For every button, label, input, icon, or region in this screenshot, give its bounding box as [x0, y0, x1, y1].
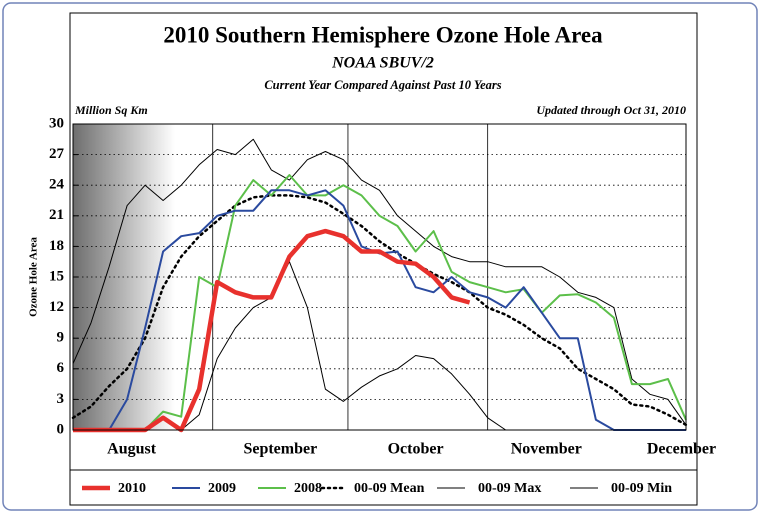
legend: 2010 2009 2008 00-09 Mean 00-09 Max 00-09 Min	[82, 481, 672, 496]
x-tick-label: December	[647, 441, 716, 458]
x-tick-label: October	[388, 441, 444, 458]
y-tick-label: 3	[57, 391, 65, 407]
y-tick-label: 15	[49, 268, 64, 284]
x-tick-label: August	[107, 441, 157, 458]
legend-label: 00-09 Min	[611, 481, 672, 496]
subtitle2: Current Year Compared Against Past 10 Ye…	[264, 78, 501, 92]
plot-frame	[72, 123, 687, 431]
legend-label: 00-09 Max	[478, 481, 541, 496]
x-tick-label: November	[511, 441, 582, 458]
y-tick-label: 6	[57, 360, 65, 376]
legend-label: 2010	[118, 481, 146, 496]
series-line	[71, 194, 688, 427]
y-tick-label: 27	[49, 146, 65, 162]
y-tick-label: 18	[49, 238, 64, 254]
y-tick-label: 30	[49, 115, 64, 131]
series-line	[72, 138, 687, 426]
chart-title: 2010 Southern Hemisphere Ozone Hole Area	[163, 22, 603, 47]
y-tick-label: 21	[49, 207, 64, 223]
updated-label: Updated through Oct 31, 2010	[536, 103, 686, 117]
units-label: Million Sq Km	[74, 103, 148, 117]
legend-label: 2008	[294, 481, 322, 496]
y-tick-label: 24	[49, 177, 65, 193]
legend-label: 00-09 Mean	[354, 481, 425, 496]
legend-label: 2009	[208, 481, 236, 496]
subtitle: NOAA SBUV/2	[331, 55, 434, 72]
y-tick-label: 9	[57, 330, 65, 346]
y-axis-label: Ozone Hole Area	[28, 237, 40, 317]
series-line	[73, 174, 687, 431]
y-tick-label: 12	[49, 299, 64, 315]
x-tick-label: September	[243, 441, 317, 458]
y-tick-label: 0	[57, 421, 65, 437]
